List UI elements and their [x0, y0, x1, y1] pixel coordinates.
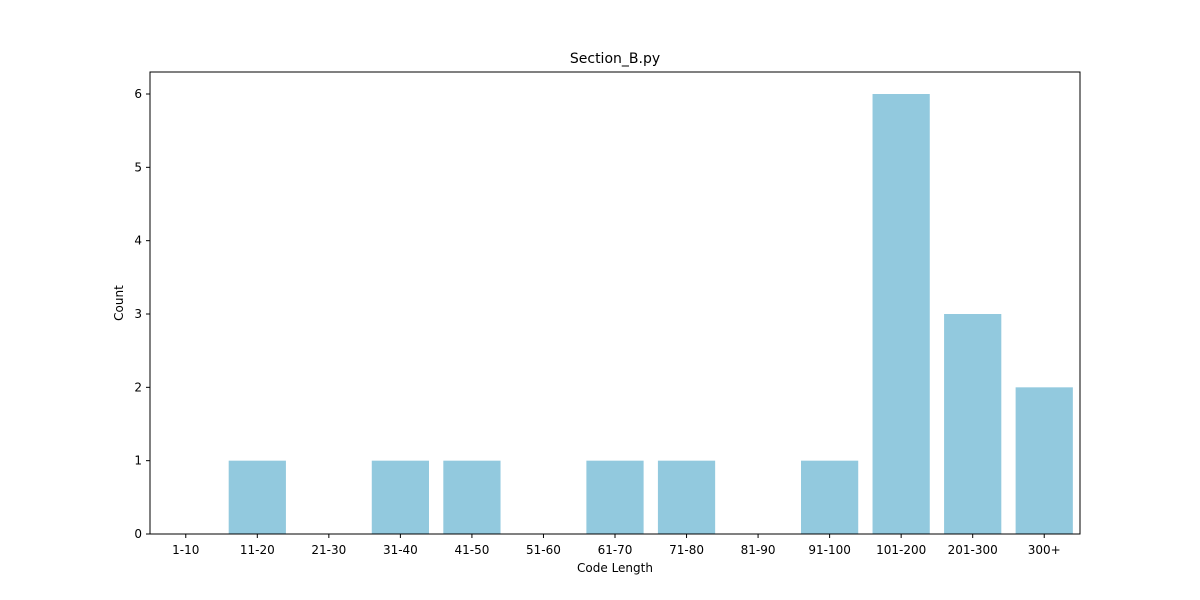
y-axis: 0 1 2 3 4 5 6	[134, 87, 150, 541]
x-tick-label: 11-20	[240, 543, 275, 557]
y-tick-label: 2	[134, 380, 142, 394]
bar-61-70	[586, 460, 644, 534]
y-tick-label: 3	[134, 307, 142, 321]
x-tick-label: 41-50	[454, 543, 489, 557]
bar-41-50	[443, 460, 501, 534]
x-tick-label: 300+	[1028, 543, 1061, 557]
x-tick-label: 91-100	[808, 543, 851, 557]
bar-71-80	[657, 460, 716, 534]
bar-31-40	[371, 460, 429, 534]
x-tick-label: 101-200	[876, 543, 926, 557]
x-tick-label: 201-300	[948, 543, 998, 557]
y-tick-label: 1	[134, 454, 142, 468]
x-tick-label: 71-80	[669, 543, 704, 557]
y-tick-label: 5	[134, 160, 142, 174]
bar-91-100	[801, 460, 859, 534]
x-axis-title: Code Length	[577, 561, 653, 575]
x-tick-label: 61-70	[598, 543, 633, 557]
y-tick-label: 0	[134, 527, 142, 541]
x-tick-label: 51-60	[526, 543, 561, 557]
y-tick-label: 6	[134, 87, 142, 101]
bar-201-300	[944, 314, 1002, 534]
x-tick-label: 1-10	[172, 543, 199, 557]
bar-101-200	[872, 94, 930, 534]
bar-11-20	[228, 460, 286, 534]
y-tick-label: 4	[134, 234, 142, 248]
x-tick-label: 21-30	[311, 543, 346, 557]
x-tick-label: 81-90	[741, 543, 776, 557]
chart-title: Section_B.py	[570, 51, 660, 67]
bar-300+	[1015, 387, 1073, 534]
y-axis-title: Count	[112, 285, 126, 321]
x-tick-label: 31-40	[383, 543, 418, 557]
bars-group	[228, 94, 1073, 534]
x-axis: 1-10 11-20 21-30 31-40 41-50 51-60 61-70 71-80 8…	[172, 534, 1061, 557]
